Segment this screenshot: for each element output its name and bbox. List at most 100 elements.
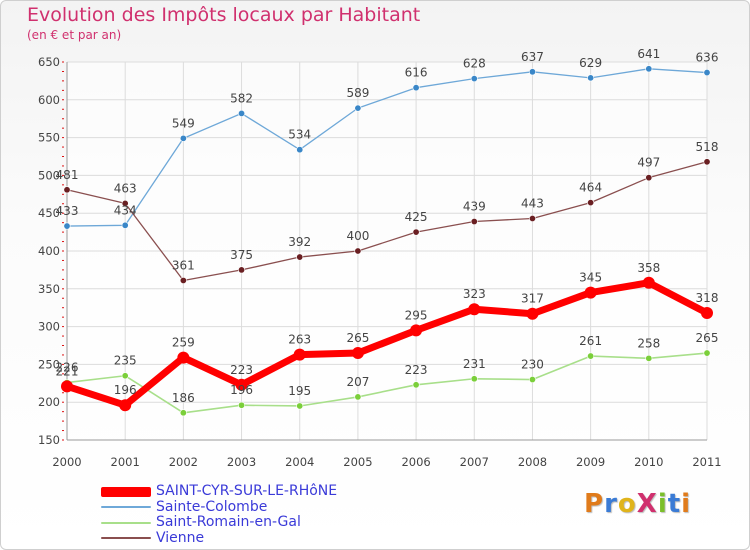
data-label: 628 [463, 57, 486, 71]
legend-swatch [101, 521, 151, 524]
data-point [470, 75, 478, 83]
data-point [63, 222, 71, 230]
data-point [61, 380, 73, 393]
data-label: 549 [172, 116, 195, 130]
data-point [584, 286, 597, 299]
data-point [645, 174, 653, 182]
data-label: 223 [405, 363, 428, 377]
x-tick-label: 2009 [576, 455, 605, 469]
data-point [587, 199, 595, 207]
data-label: 186 [172, 391, 195, 405]
data-label: 641 [637, 47, 660, 61]
data-point [177, 351, 190, 364]
y-tick-label: 600 [38, 93, 60, 107]
data-label: 265 [346, 331, 369, 345]
data-label: 221 [56, 364, 79, 378]
data-label: 497 [637, 156, 660, 170]
y-tick-label: 450 [38, 206, 60, 220]
data-point [470, 375, 478, 383]
data-label: 589 [346, 86, 369, 100]
data-point [179, 134, 187, 142]
y-tick-label: 150 [38, 433, 60, 447]
x-tick-label: 2007 [460, 455, 489, 469]
data-point [119, 399, 132, 412]
data-label: 534 [288, 128, 311, 142]
data-label: 616 [405, 66, 428, 80]
x-tick-label: 2000 [52, 455, 81, 469]
data-point [354, 393, 362, 401]
x-tick-label: 2002 [169, 455, 198, 469]
data-point [121, 372, 129, 380]
data-point [528, 214, 536, 222]
legend-swatch [101, 537, 151, 540]
data-label: 629 [579, 56, 602, 70]
data-label: 443 [521, 196, 544, 210]
legend-swatch [101, 506, 151, 509]
series-line [66, 68, 708, 227]
data-point [587, 74, 595, 82]
legend-label: Sainte-Colombe [156, 498, 268, 515]
data-label: 400 [346, 229, 369, 243]
y-tick-label: 400 [38, 244, 60, 258]
x-tick-label: 2001 [111, 455, 140, 469]
data-label: 392 [288, 235, 311, 249]
y-tick-label: 250 [38, 357, 60, 371]
data-point [703, 158, 711, 166]
data-label: 318 [696, 291, 719, 305]
data-label: 265 [696, 331, 719, 345]
data-point [645, 354, 653, 362]
data-point [238, 109, 246, 117]
series-line [66, 161, 708, 282]
x-tick-label: 2010 [634, 455, 663, 469]
data-point [354, 104, 362, 112]
data-label: 323 [463, 287, 486, 301]
y-tick-label: 200 [38, 395, 60, 409]
data-point [412, 381, 420, 389]
data-point [528, 376, 536, 384]
data-point [703, 349, 711, 357]
data-label: 463 [114, 181, 137, 195]
data-point [703, 69, 711, 77]
data-label: 196 [114, 383, 137, 397]
data-point [528, 68, 536, 76]
x-tick-label: 2011 [692, 455, 721, 469]
x-tick-label: 2003 [227, 455, 256, 469]
data-label: 582 [230, 91, 253, 105]
data-label: 375 [230, 248, 253, 262]
data-point [238, 401, 246, 409]
series-line [63, 279, 711, 409]
data-label: 637 [521, 50, 544, 64]
data-point [296, 146, 304, 154]
data-point [587, 352, 595, 360]
data-point [351, 347, 364, 360]
x-tick-label: 2008 [518, 455, 547, 469]
chart-title: Evolution des Impôts locaux par Habitant [27, 4, 421, 26]
data-label: 434 [114, 203, 137, 217]
data-point [468, 303, 481, 316]
data-point [235, 378, 248, 391]
data-label: 235 [114, 354, 137, 368]
legend-label: Saint-Romain-en-Gal [156, 514, 301, 530]
data-point [296, 402, 304, 410]
data-label: 226 [56, 361, 79, 375]
data-point [121, 199, 129, 207]
data-point [412, 228, 420, 236]
data-point [412, 84, 420, 92]
data-label: 345 [579, 271, 602, 285]
data-label: 636 [696, 51, 719, 65]
data-label: 433 [56, 204, 79, 218]
data-label: 195 [288, 384, 311, 398]
data-label: 358 [637, 261, 660, 275]
data-label: 518 [696, 140, 719, 154]
data-point [701, 306, 713, 319]
data-label: 258 [637, 336, 660, 350]
y-tick-label: 300 [38, 320, 60, 334]
data-point [121, 221, 129, 229]
data-point [179, 276, 187, 284]
data-label: 425 [405, 210, 428, 224]
data-point [470, 218, 478, 226]
y-tick-label: 500 [38, 168, 60, 182]
data-label: 196 [230, 383, 253, 397]
data-label: 439 [463, 200, 486, 214]
